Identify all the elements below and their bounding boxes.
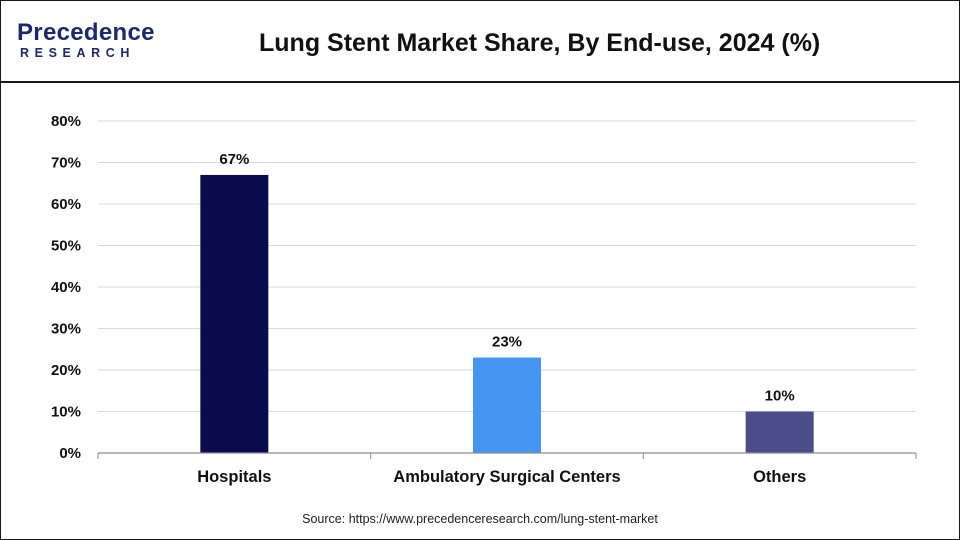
y-tick-label: 20% <box>51 362 81 379</box>
data-label: 10% <box>765 388 795 405</box>
header-divider <box>0 81 960 83</box>
header: Precedence RESEARCH Lung Stent Market Sh… <box>1 1 959 81</box>
y-tick-label: 60% <box>51 196 81 213</box>
x-axis: Hospitals Ambulatory Surgical Centers Othe… <box>97 452 917 486</box>
bars <box>200 174 814 453</box>
bar-others <box>745 411 814 453</box>
logo-wordmark: Precedence <box>17 19 155 46</box>
bar-hospitals <box>200 174 269 453</box>
x-tick-label: Others <box>753 468 806 486</box>
logo-subtext: RESEARCH <box>20 46 135 60</box>
data-label: 23% <box>492 334 522 351</box>
bar-ambulatory-surgical-centers <box>473 357 541 453</box>
data-labels: 67% 23% 10% <box>219 151 794 405</box>
x-tick-label: Ambulatory Surgical Centers <box>393 468 620 486</box>
y-tick-label: 0% <box>59 445 81 462</box>
x-tick-label: Hospitals <box>197 468 271 486</box>
y-tick-label: 50% <box>51 238 81 255</box>
y-tick-label: 40% <box>51 279 81 296</box>
data-label: 67% <box>219 151 249 168</box>
brand-logo: Precedence RESEARCH <box>17 19 167 67</box>
chart-title: Lung Stent Market Share, By End-use, 202… <box>259 29 821 57</box>
y-axis: 0% 10% 20% 30% 40% 50% 60% 70% 80% <box>51 113 81 462</box>
source-note: Source: https://www.precedenceresearch.c… <box>302 512 658 526</box>
y-tick-label: 10% <box>51 404 81 421</box>
y-tick-label: 30% <box>51 321 81 338</box>
y-tick-label: 70% <box>51 155 81 172</box>
y-tick-label: 80% <box>51 113 81 130</box>
